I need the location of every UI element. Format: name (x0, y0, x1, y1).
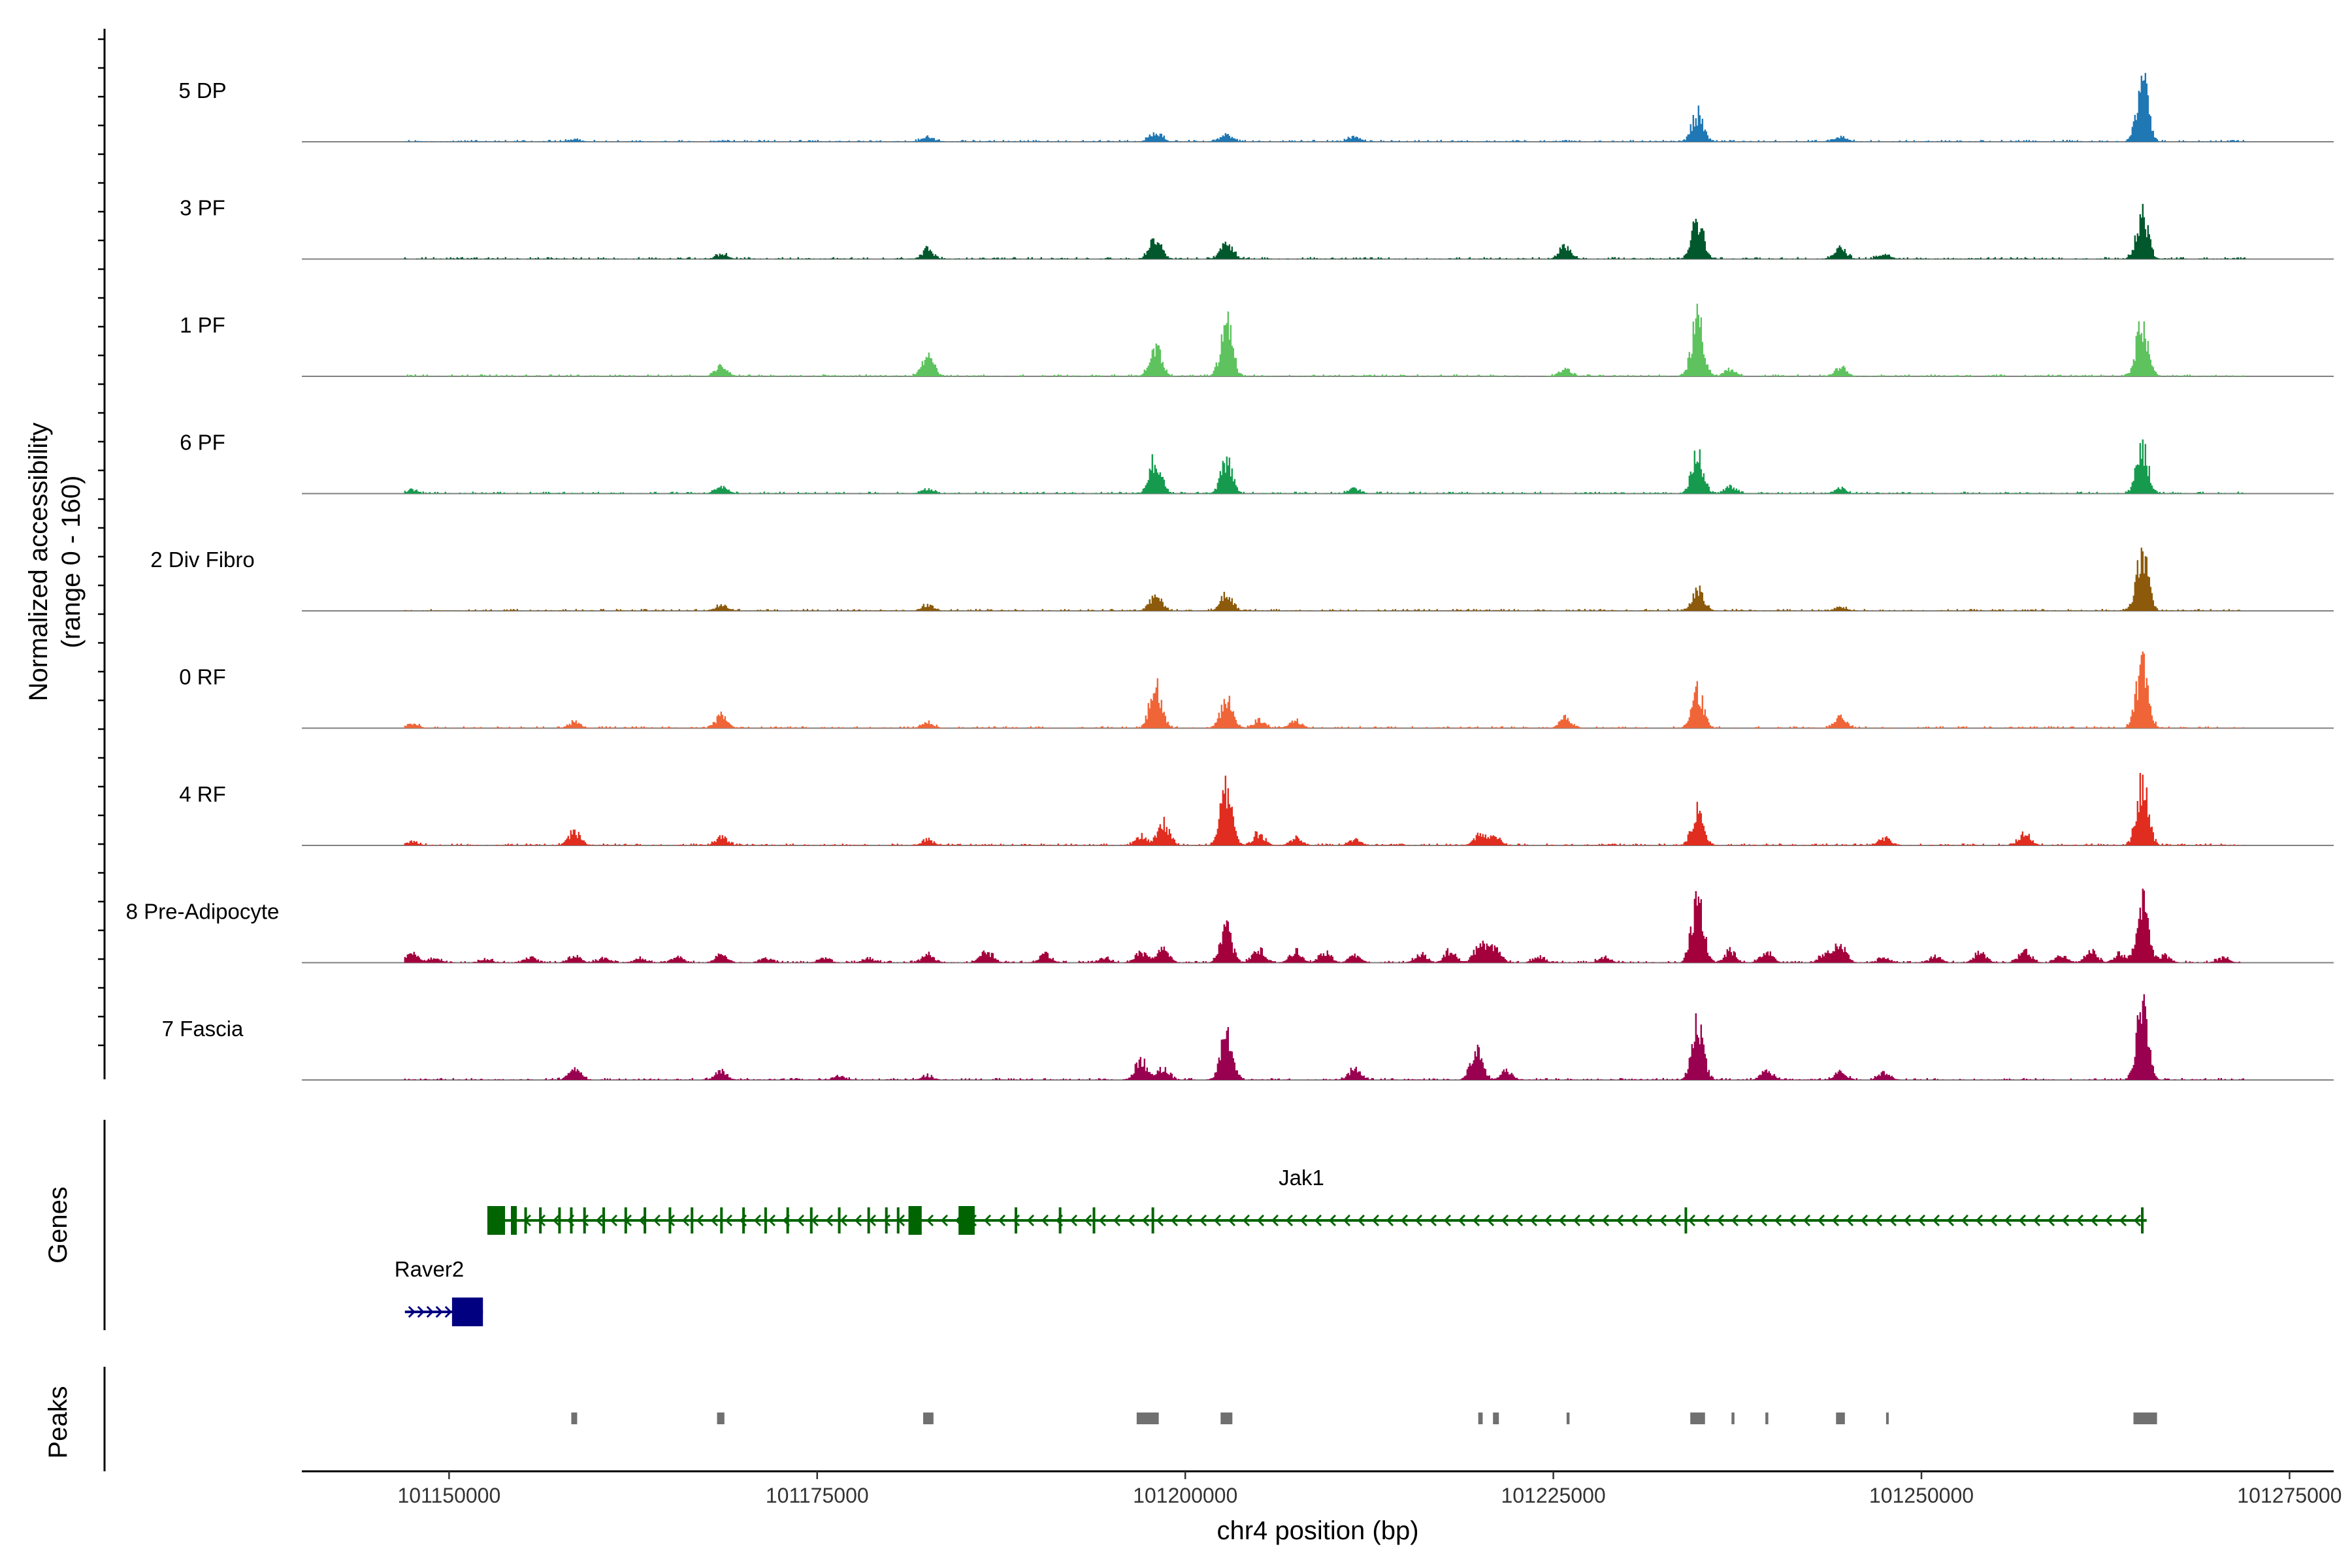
track-7-fascia: 7 Fascia (162, 994, 2334, 1081)
track-8-pre-adipocyte: 8 Pre-Adipocyte (126, 889, 2334, 964)
peak-region (571, 1413, 578, 1424)
track-2-div-fibro: 2 Div Fibro (150, 547, 2334, 612)
exon-block (958, 1206, 975, 1235)
coverage-signal (405, 73, 2246, 142)
track-4-rf: 4 RF (179, 773, 2334, 846)
coverage-tracks: 5 DP 3 PF 1 PF 6 PF 2 Div Fibro 0 RF 4 RF 8 Pre… (126, 73, 2334, 1081)
peak-region (1478, 1413, 1483, 1424)
track-1-pf: 1 PF (180, 303, 2334, 377)
peaks-panel-label: Peaks (44, 1386, 73, 1458)
exon-block (511, 1206, 517, 1235)
x-tick-label: 101150000 (397, 1484, 500, 1507)
coverage-signal (404, 651, 2244, 728)
peak-region (1136, 1413, 1159, 1424)
track-5-dp: 5 DP (178, 73, 2334, 142)
coverage-signal (404, 439, 2244, 494)
coverage-signal (405, 303, 2246, 376)
coverage-signal (404, 204, 2246, 259)
peak-region (1886, 1413, 1889, 1424)
track-label: 2 Div Fibro (150, 547, 255, 572)
track-label: 1 PF (180, 313, 225, 337)
peak-region (1566, 1413, 1570, 1424)
exon-block (451, 1298, 483, 1326)
coverage-signal (404, 547, 2240, 611)
track-3-pf: 3 PF (180, 196, 2334, 260)
track-label: 0 RF (179, 665, 226, 689)
x-tick-label: 101250000 (1869, 1484, 1974, 1507)
gene-raver2: Raver2 (395, 1257, 483, 1326)
x-tick-label: 101175000 (766, 1484, 869, 1507)
y-axis-label-line2: (range 0 - 160) (57, 476, 86, 649)
x-tick-label: 101200000 (1133, 1484, 1237, 1507)
track-label: 7 Fascia (162, 1017, 244, 1041)
peak-regions (571, 1413, 2157, 1424)
gene-name: Jak1 (1279, 1166, 1324, 1190)
x-axis: 101150000 101175000 101200000 101225000 1012… (302, 1470, 2342, 1507)
peak-region (2133, 1413, 2157, 1424)
track-label: 6 PF (180, 431, 225, 455)
peak-region (1690, 1413, 1705, 1424)
peak-region (1765, 1413, 1769, 1424)
track-6-pf: 6 PF (180, 431, 2334, 495)
peak-region (1836, 1413, 1845, 1424)
track-0-rf: 0 RF (179, 651, 2334, 729)
track-label: 8 Pre-Adipocyte (126, 900, 280, 924)
peak-region (1493, 1413, 1499, 1424)
coverage-signal (404, 889, 2240, 963)
y-axis-label-line1: Normalized accessibility (24, 423, 53, 702)
track-label: 5 DP (178, 78, 226, 103)
x-axis-label: chr4 position (bp) (1217, 1516, 1418, 1545)
gene-jak1: Jak1 (487, 1166, 2147, 1235)
track-label: 4 RF (179, 782, 226, 806)
coverage-signal (404, 773, 2244, 845)
peak-region (923, 1413, 934, 1424)
x-tick-label: 101275000 (2237, 1484, 2342, 1507)
genes-panel-label: Genes (44, 1186, 73, 1264)
gene-annotations: Jak1 Raver2 (395, 1166, 2147, 1326)
peak-region (1731, 1413, 1735, 1424)
coverage-signal (404, 994, 2244, 1080)
gene-name: Raver2 (395, 1257, 464, 1281)
coverage-y-axis (98, 29, 106, 1079)
exon-block (487, 1206, 505, 1235)
peak-region (1220, 1413, 1233, 1424)
track-label: 3 PF (180, 196, 225, 220)
exon-block (908, 1206, 922, 1235)
peak-region (717, 1413, 725, 1424)
x-tick-label: 101225000 (1501, 1484, 1605, 1507)
